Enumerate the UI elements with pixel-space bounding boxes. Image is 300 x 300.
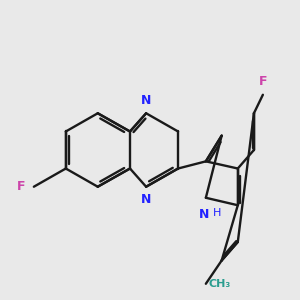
Text: N: N [199,208,209,221]
Text: H: H [213,208,222,218]
Text: CH₃: CH₃ [208,279,230,289]
Text: N: N [141,94,151,107]
Text: F: F [16,180,25,193]
Text: N: N [141,193,151,206]
Text: F: F [259,75,267,88]
